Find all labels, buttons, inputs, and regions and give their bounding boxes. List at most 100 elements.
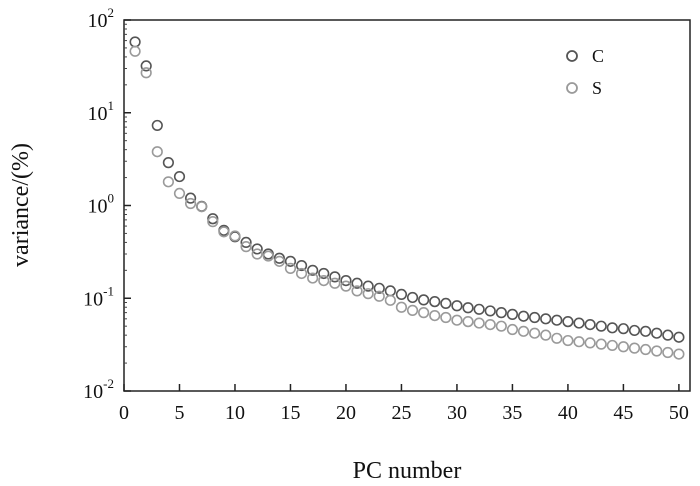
data-point-c	[406, 291, 419, 304]
x-tick-label: 25	[391, 402, 411, 424]
data-point-c	[584, 318, 596, 331]
data-point-s	[240, 241, 252, 253]
data-point-s	[273, 255, 285, 267]
data-point-s	[529, 327, 541, 339]
data-point-s	[440, 311, 452, 324]
data-point-s	[562, 334, 574, 347]
data-point-c	[273, 252, 285, 264]
data-point-c	[295, 259, 308, 272]
data-point-s	[184, 197, 197, 210]
data-point-s	[584, 337, 596, 349]
data-point-s	[662, 346, 674, 359]
data-point-s	[640, 343, 652, 356]
data-point-c	[284, 255, 297, 267]
data-point-s	[673, 348, 685, 360]
data-point-s	[229, 230, 241, 242]
x-tick-label: 0	[119, 402, 129, 424]
y-tick-label: 10-2	[83, 376, 114, 403]
data-point-c	[440, 297, 452, 309]
data-point-s	[540, 329, 552, 341]
data-point-c	[462, 302, 474, 314]
data-point-c	[418, 294, 430, 306]
data-point-c	[506, 308, 519, 320]
data-point-s	[251, 248, 263, 260]
data-point-c	[373, 282, 385, 294]
x-tick-label: 50	[669, 402, 689, 424]
data-point-c	[173, 170, 186, 183]
data-point-c	[617, 323, 630, 335]
data-point-s	[406, 304, 419, 316]
data-point-s	[207, 216, 219, 228]
data-point-c	[595, 320, 607, 332]
x-tick-label: 40	[558, 402, 578, 424]
data-point-s	[362, 288, 374, 300]
x-axis-label: PC number	[353, 458, 462, 484]
y-tick-label: 102	[88, 5, 115, 32]
data-point-c	[562, 316, 574, 328]
data-point-c	[651, 327, 663, 339]
data-point-c	[184, 192, 197, 204]
legend-marker	[566, 50, 578, 62]
data-point-s	[395, 301, 408, 313]
data-point-c	[240, 236, 252, 249]
data-point-s	[384, 294, 396, 306]
legend: CS	[566, 46, 604, 98]
data-point-s	[651, 345, 663, 357]
x-tick-label: 30	[447, 402, 467, 424]
data-point-c	[362, 280, 374, 292]
x-tick-label: 15	[280, 402, 300, 424]
data-point-c	[140, 60, 152, 72]
data-point-c	[573, 317, 585, 329]
data-point-s	[218, 226, 230, 238]
data-point-c	[340, 274, 352, 287]
data-point-c	[673, 331, 685, 343]
data-point-s	[506, 323, 519, 336]
data-point-s	[262, 250, 274, 262]
data-point-s	[329, 277, 341, 289]
data-point-c	[529, 311, 541, 324]
data-point-c	[484, 305, 496, 317]
data-point-s	[307, 272, 319, 284]
data-point-s	[551, 332, 563, 344]
legend-label: S	[592, 78, 602, 98]
data-point-s	[595, 338, 607, 350]
data-point-c	[551, 314, 563, 326]
x-tick-label: 5	[174, 402, 184, 424]
x-tick-label: 45	[613, 402, 633, 424]
data-point-s	[628, 342, 641, 354]
data-point-s	[484, 318, 496, 331]
data-point-c	[307, 264, 319, 276]
y-tick-label: 10-1	[83, 283, 114, 310]
data-point-s	[295, 267, 308, 280]
data-point-s	[451, 314, 463, 326]
data-point-c	[351, 277, 363, 289]
data-point-s	[284, 262, 297, 274]
data-point-c	[251, 243, 263, 255]
data-point-s	[606, 339, 618, 352]
data-point-s	[429, 310, 441, 322]
data-point-s	[140, 67, 152, 79]
data-point-s	[517, 325, 530, 337]
legend-marker	[566, 82, 578, 94]
data-point-s	[318, 274, 330, 287]
data-point-c	[662, 329, 674, 341]
data-point-c	[162, 157, 174, 169]
y-axis: 10-2 10-1 100 101 102	[83, 5, 131, 403]
data-point-s	[196, 201, 208, 213]
y-axis-label: variance/(%)	[8, 143, 34, 267]
data-point-s	[573, 336, 585, 348]
x-tick-label: 35	[502, 402, 522, 424]
data-point-c	[628, 324, 641, 337]
data-point-s	[129, 45, 141, 57]
data-point-c	[329, 271, 341, 283]
x-tick-label: 10	[225, 402, 245, 424]
legend-label: C	[592, 46, 604, 66]
data-point-c	[517, 310, 530, 322]
data-point-s	[473, 317, 485, 329]
data-point-s	[462, 316, 474, 328]
plot-frame	[123, 19, 691, 392]
data-point-c	[495, 307, 507, 319]
data-point-c	[384, 285, 396, 297]
data-point-c	[606, 322, 618, 334]
data-point-s	[173, 187, 186, 200]
